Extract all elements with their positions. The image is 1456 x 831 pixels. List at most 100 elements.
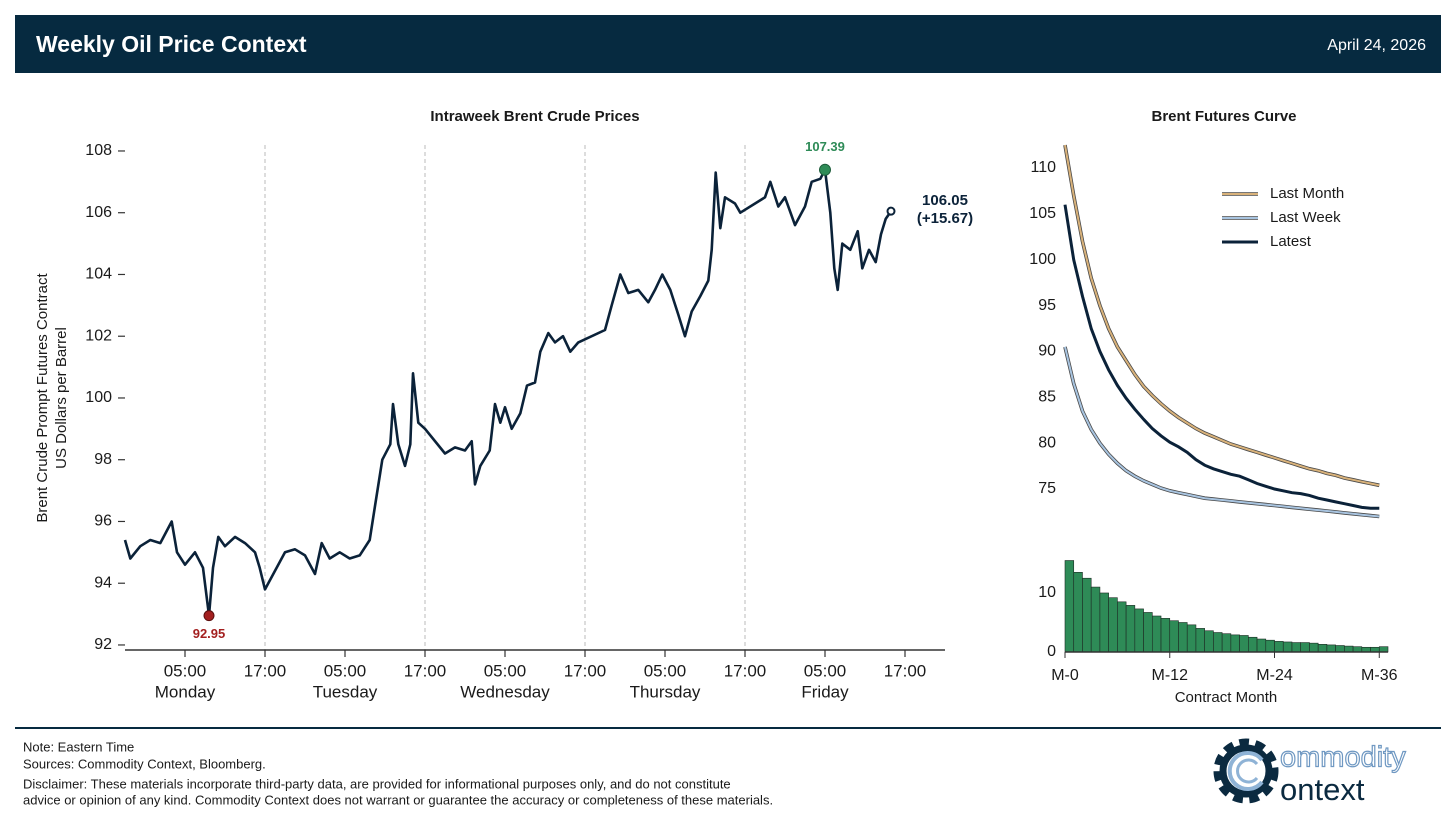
y-tick-label: 80 <box>1038 434 1056 451</box>
header-bar <box>15 15 1441 73</box>
spread-bar <box>1291 642 1302 653</box>
legend-label: Last Month <box>1270 185 1344 202</box>
spread-bar <box>1352 646 1363 653</box>
x-tick-label: M-24 <box>1256 667 1293 684</box>
x-tick-label: 05:00 <box>804 661 847 680</box>
y-tick-label: 85 <box>1038 389 1056 406</box>
spread-bar <box>1282 641 1293 653</box>
footer-note: Sources: Commodity Context, Bloomberg. <box>23 756 266 771</box>
y-tick-label: 105 <box>1029 205 1056 222</box>
spread-bar <box>1099 592 1109 653</box>
spread-bar <box>1239 635 1249 653</box>
curve-outline <box>1063 346 1380 519</box>
x-tick-label: M-12 <box>1152 667 1189 684</box>
x-day-label: Monday <box>155 682 216 701</box>
spread-bar <box>1169 620 1179 653</box>
spread-bar <box>1378 646 1389 653</box>
spread-bar <box>1195 628 1205 653</box>
spread-bar <box>1108 597 1118 653</box>
footer-note: Note: Eastern Time <box>23 739 134 754</box>
spread-bar <box>1265 639 1275 653</box>
min-label: 92.95 <box>193 626 226 641</box>
x-tick-label: 17:00 <box>884 661 927 680</box>
legend-label: Last Week <box>1270 209 1341 226</box>
x-tick-label: 17:00 <box>404 661 447 680</box>
y-tick-label: 110 <box>1030 159 1056 176</box>
curve-line <box>1064 346 1380 518</box>
y-tick-label: 96 <box>94 513 112 530</box>
price-line <box>123 168 893 617</box>
y-tick-label: 75 <box>1038 480 1056 497</box>
y-tick-label: 100 <box>1029 251 1056 268</box>
y-tick-label: 108 <box>85 142 112 159</box>
logo-gear <box>1213 738 1279 804</box>
y-axis-label: Brent Crude Prompt Futures Contract <box>34 273 51 523</box>
y-tick-label: 10 <box>1038 584 1056 601</box>
spread-bar <box>1221 633 1232 653</box>
max-label: 107.39 <box>805 139 845 154</box>
y-tick-label: 90 <box>1038 343 1056 360</box>
spread-bar <box>1160 618 1171 653</box>
spread-bar <box>1317 644 1328 653</box>
y-tick-label: 102 <box>85 327 112 344</box>
spread-bar <box>1082 577 1092 653</box>
x-tick-label: 05:00 <box>164 661 207 680</box>
y-tick-label: 100 <box>85 389 112 406</box>
x-tick-label: M-0 <box>1051 667 1079 684</box>
x-axis-label: Contract Month <box>1175 689 1278 706</box>
spread-bar <box>1309 642 1319 653</box>
x-tick-label: 17:00 <box>564 661 607 680</box>
spread-bar <box>1344 645 1354 653</box>
y-tick-label: 92 <box>94 636 112 653</box>
legend-label: Latest <box>1270 233 1312 250</box>
spread-bar <box>1125 605 1136 653</box>
spread-bar <box>1064 560 1075 653</box>
spread-bar <box>1090 586 1101 653</box>
spread-bar <box>1151 615 1162 653</box>
spread-bar <box>1248 636 1258 653</box>
y-tick-label: 0 <box>1047 643 1056 660</box>
y-tick-label: 104 <box>85 266 112 283</box>
spread-bar <box>1213 632 1223 653</box>
spread-bar <box>1274 641 1284 653</box>
spread-bar <box>1335 645 1345 653</box>
x-day-label: Tuesday <box>313 682 378 701</box>
spread-bar <box>1073 572 1083 653</box>
y-tick-label: 95 <box>1038 297 1056 314</box>
spread-bar <box>1230 634 1240 653</box>
x-day-label: Wednesday <box>460 682 550 701</box>
y-tick-label: 98 <box>94 451 112 468</box>
spread-bar <box>1300 642 1310 653</box>
chart-title: Intraweek Brent Crude Prices <box>430 108 639 125</box>
x-day-label: Thursday <box>630 682 701 701</box>
x-day-label: Friday <box>801 682 849 701</box>
last-label: 106.05 <box>922 192 968 209</box>
spread-bar <box>1204 630 1214 653</box>
header-date: April 24, 2026 <box>1327 37 1426 54</box>
spread-bar <box>1186 624 1197 653</box>
x-tick-label: M-36 <box>1361 667 1398 684</box>
last-marker <box>886 206 896 216</box>
y-axis-label: US Dollars per Barrel <box>53 327 70 469</box>
footer-note: advice or opinion of any kind. Commodity… <box>23 792 773 807</box>
y-tick-label: 106 <box>85 204 112 221</box>
min-marker <box>203 610 215 622</box>
spread-bar <box>1326 644 1336 653</box>
last-change-label: (+15.67) <box>917 210 973 227</box>
x-tick-label: 05:00 <box>644 661 687 680</box>
x-tick-label: 17:00 <box>724 661 767 680</box>
x-tick-label: 05:00 <box>324 661 367 680</box>
spread-bar <box>1178 622 1188 653</box>
x-tick-label: 05:00 <box>484 661 527 680</box>
logo-text: ommodity <box>1280 742 1406 774</box>
spread-bar <box>1143 612 1153 653</box>
curve-line <box>1063 204 1380 510</box>
logo-text: ontext <box>1280 772 1365 807</box>
spread-bar <box>1117 601 1127 653</box>
footer-note: Disclaimer: These materials incorporate … <box>23 776 731 791</box>
spread-bar <box>1134 608 1144 653</box>
header-title: Weekly Oil Price Context <box>36 31 307 57</box>
spread-bar <box>1256 638 1267 653</box>
